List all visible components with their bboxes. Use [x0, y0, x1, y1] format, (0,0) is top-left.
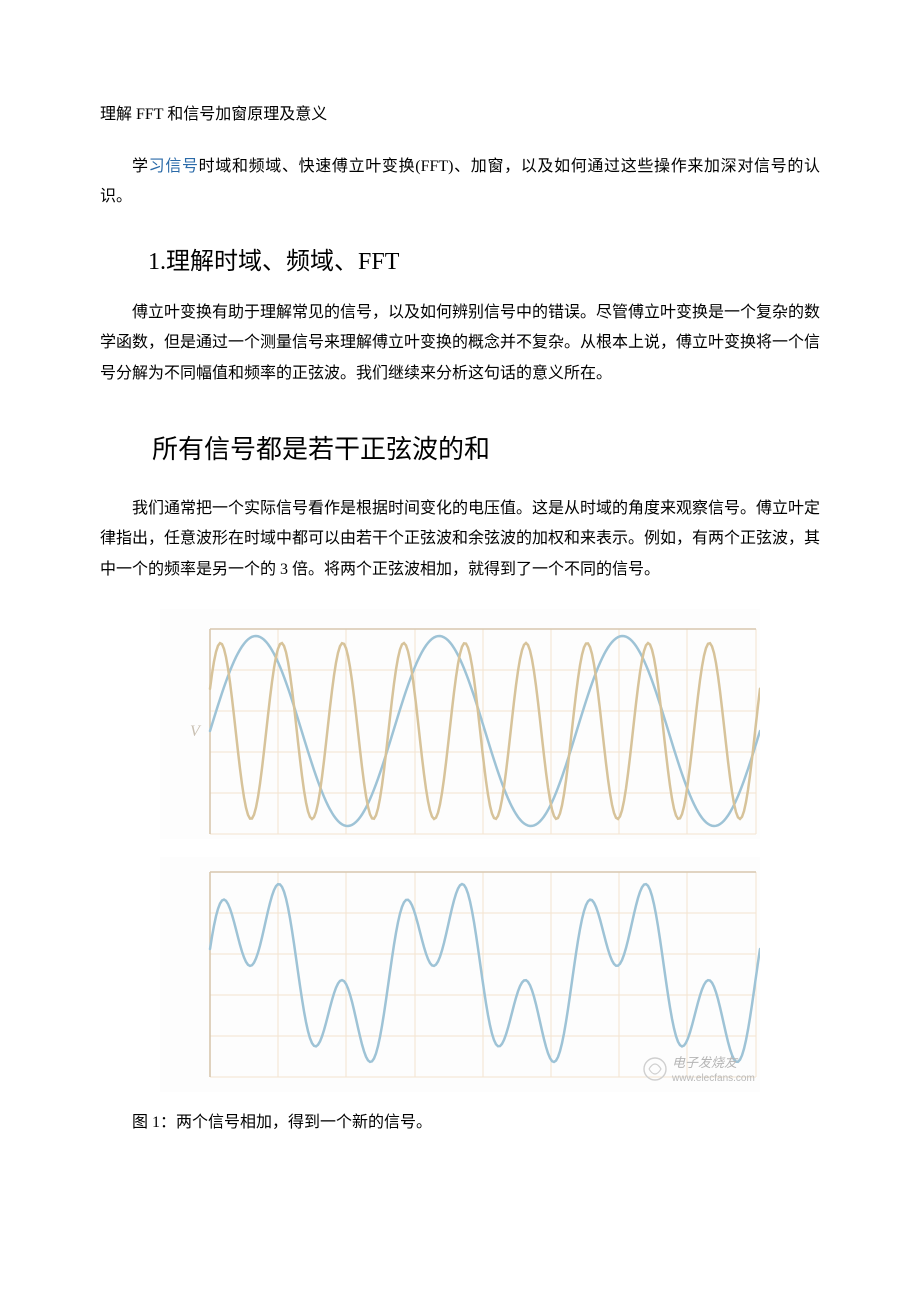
- document-title: 理解 FFT 和信号加窗原理及意义: [100, 100, 820, 124]
- intro-text-1: 学: [132, 158, 149, 175]
- section-heading-1: 1.理解时域、频域、FFT: [148, 241, 820, 276]
- paragraph-2: 我们通常把一个实际信号看作是根据时间变化的电压值。这是从时域的角度来观察信号。傅…: [100, 494, 820, 585]
- chart-top-two-sines: V: [160, 609, 760, 839]
- figure-1-caption: 图 1：两个信号相加，得到一个新的信号。: [100, 1108, 820, 1132]
- svg-text:www.elecfans.com: www.elecfans.com: [671, 1073, 755, 1084]
- chart-bottom-sum: 电子发烧友 www.elecfans.com: [160, 857, 760, 1092]
- paragraph-1: 傅立叶变换有助于理解常见的信号，以及如何辨别信号中的错误。尽管傅立叶变换是一个复…: [100, 298, 820, 389]
- svg-text:电子发烧友: 电子发烧友: [672, 1055, 739, 1070]
- signal-link[interactable]: 习信号: [149, 158, 199, 175]
- figure-1: V 电子发烧友 www.elecfans.com: [160, 609, 760, 1092]
- section-heading-2: 所有信号都是若干正弦波的和: [152, 429, 820, 466]
- intro-text-2: 时域和频域、快速傅立叶变换(FFT)、加窗，以及如何通过这些操作来加深对信号的认…: [100, 158, 820, 205]
- intro-paragraph: 学习信号时域和频域、快速傅立叶变换(FFT)、加窗，以及如何通过这些操作来加深对…: [100, 152, 820, 213]
